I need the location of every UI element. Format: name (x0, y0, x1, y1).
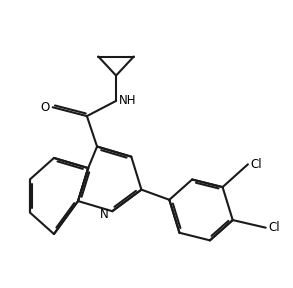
Text: O: O (40, 101, 50, 114)
Text: N: N (100, 208, 108, 221)
Text: Cl: Cl (268, 221, 280, 234)
Text: NH: NH (119, 94, 136, 107)
Text: Cl: Cl (251, 158, 262, 171)
